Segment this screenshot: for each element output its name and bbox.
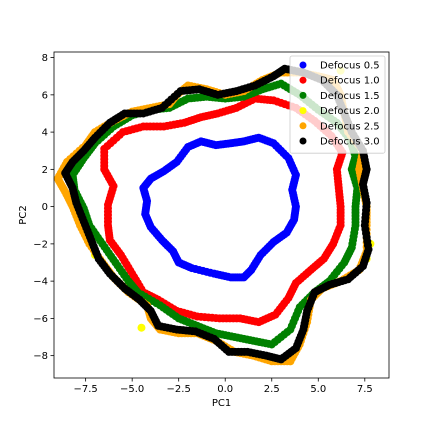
legend-box [289,55,386,154]
y-tick-label: 2 [42,165,48,176]
x-tick-label: −5.0 [120,384,144,395]
legend: Defocus 0.5 Defocus 1.0 Defocus 1.5 Defocus… [289,55,386,154]
plot-area-frame [53,51,390,379]
x-tick-label: −7.5 [73,384,97,395]
x-axis-ticks: −7.5 −5.0 −2.5 0.0 2.5 5.0 7.5 [73,378,373,395]
data-point [362,202,371,211]
legend-marker [299,91,307,99]
data-point [351,205,360,214]
legend-label: Defocus 0.5 [320,61,380,72]
y-axis-ticks: −8 −6 −4 −2 0 2 4 6 8 [33,53,54,362]
x-tick-label: 0.0 [217,384,233,395]
y-tick-label: 4 [42,128,48,139]
legend-marker [299,107,307,115]
x-tick-label: 7.5 [357,384,373,395]
data-point [336,205,345,214]
legend-label: Defocus 2.5 [320,121,380,132]
legend-marker [299,122,307,130]
y-tick-label: 6 [42,90,48,101]
legend-label: Defocus 2.0 [320,106,380,117]
legend-label: Defocus 1.5 [320,91,380,102]
data-point [137,323,146,332]
series-1 [139,133,300,282]
y-tick-label: −4 [33,277,48,288]
y-tick-label: 8 [42,53,48,64]
legend-label: Defocus 1.0 [320,76,380,87]
legend-marker [299,61,307,69]
legend-marker [299,76,307,84]
legend-marker [299,137,307,145]
x-axis-label: PC1 [212,398,231,409]
x-tick-label: 5.0 [310,384,326,395]
x-tick-label: 2.5 [264,384,280,395]
y-tick-label: −2 [33,239,48,250]
y-tick-label: 0 [42,202,48,213]
legend-label: Defocus 3.0 [320,137,380,148]
y-tick-label: −8 [33,351,48,362]
y-tick-label: −6 [33,314,48,325]
x-tick-label: −2.5 [167,384,191,395]
data-points [53,64,375,366]
data-point [291,204,300,213]
y-axis-label: PC2 [18,205,29,224]
